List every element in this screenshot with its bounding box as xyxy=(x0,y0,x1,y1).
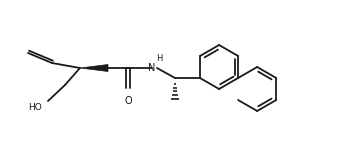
Text: N: N xyxy=(148,63,156,73)
Text: HO: HO xyxy=(28,103,42,112)
Text: O: O xyxy=(124,96,132,106)
Text: H: H xyxy=(156,54,162,63)
Polygon shape xyxy=(80,65,108,71)
